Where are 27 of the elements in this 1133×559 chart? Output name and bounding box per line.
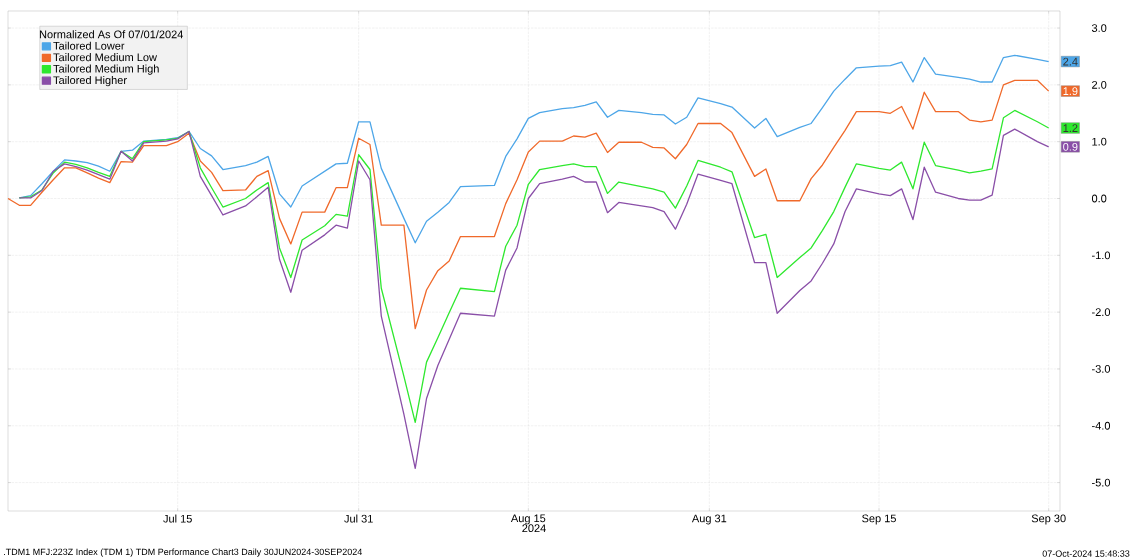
data-label: 1.2 <box>1063 124 1078 132</box>
y-tick-label: -5.0 <box>1092 478 1111 487</box>
data-label: 0.9 <box>1063 142 1078 151</box>
x-tick-label: Jul 15 <box>163 514 192 523</box>
y-tick-label: 3.0 <box>1091 24 1107 32</box>
legend-label: Tailored Lower <box>53 41 125 50</box>
y-tick-label: -3.0 <box>1092 365 1111 373</box>
y-tick-label: 1.0 <box>1092 137 1107 146</box>
legend-title: Normalized As Of 07/01/2024 <box>39 30 184 39</box>
text: .TDM1 MFJ:223Z Index (TDM 1) TDM Performance Chart3 Daily 30JUN2024-30SEP2024 <box>4 548 363 557</box>
legend-label: Tailored Medium High <box>53 64 159 75</box>
y-tick-label: -2.0 <box>1092 308 1111 317</box>
y-tick-label: -1.0 <box>1092 251 1111 260</box>
y-tick-label: 0.0 <box>1091 194 1107 203</box>
x-axis-title: 2024 <box>522 524 546 533</box>
x-tick-label: Aug 31 <box>691 514 727 525</box>
y-tick-label: 2.0 <box>1092 80 1107 89</box>
y-tick-label: -4.0 <box>1092 421 1111 430</box>
legend-label: Tailored Medium Low <box>53 53 157 62</box>
data-label: 2.4 <box>1063 57 1078 66</box>
data-label: 1.9 <box>1063 87 1078 95</box>
legend-label: Tailored Higher <box>53 75 127 87</box>
x-tick-label: Sep 15 <box>862 514 896 525</box>
x-tick-label: Aug 15 <box>510 514 546 525</box>
text: 07-Oct-2024 15:48:33 <box>1042 550 1130 557</box>
x-tick-label: Sep 30 <box>1031 514 1066 525</box>
x-tick-label: Jul 31 <box>344 514 373 523</box>
